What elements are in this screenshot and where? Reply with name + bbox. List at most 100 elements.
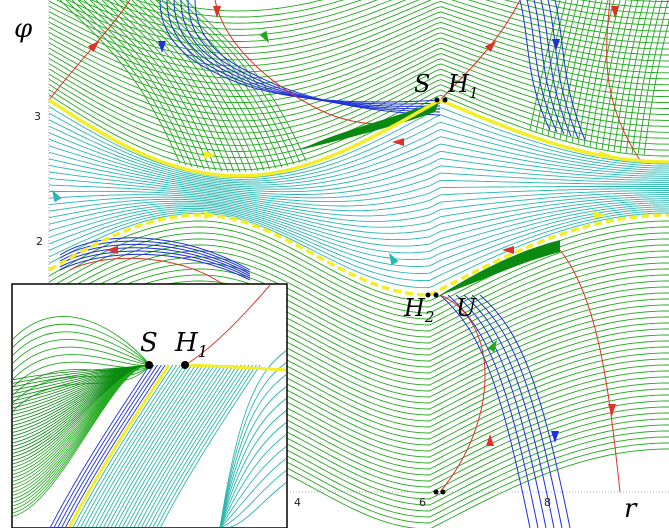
teal-streamline (48, 204, 669, 261)
green-streamline (559, 0, 591, 140)
arrow-head-icon (594, 211, 606, 219)
green-streamline (48, 6, 669, 67)
inset-band-streamline (145, 364, 246, 527)
saddle-point-icon (433, 292, 439, 298)
arrow-head-icon (204, 211, 216, 219)
inset-teal-streamline (220, 446, 286, 527)
teal-streamline (48, 171, 669, 203)
red-streamline (214, 0, 441, 125)
teal-streamline (48, 138, 669, 188)
inset-band-streamline (72, 364, 174, 527)
green-streamline (48, 0, 669, 61)
inset-teal-streamline (219, 422, 286, 527)
green-streamline (565, 0, 597, 142)
inset-green-streamline (13, 354, 151, 380)
inset-separatrix (184, 363, 286, 372)
blue-streamline (554, 0, 586, 141)
green-streamline (101, 0, 223, 172)
green-streamline (619, 0, 651, 153)
green-streamline (78, 0, 669, 42)
green-streamline (107, 0, 229, 172)
inset-label-H1-sub: 1 (197, 342, 208, 362)
green-streamline (134, 0, 669, 18)
arrow-head-icon (204, 151, 216, 159)
blue-streamline (455, 294, 547, 528)
arrow-head-icon (551, 431, 559, 443)
inset-band-streamline (57, 364, 158, 527)
x-axis-label: r (624, 494, 637, 524)
blue-streamline (479, 294, 571, 528)
label-H1-sub: 1 (468, 83, 479, 102)
green-streamline (89, 0, 211, 171)
teal-streamline (48, 208, 669, 274)
blue-streamline (173, 0, 441, 107)
teal-streamline (48, 145, 669, 190)
inset-teal-streamline (219, 374, 286, 527)
arrow-head-icon (158, 41, 166, 53)
arrow-head-icon (611, 6, 619, 18)
inset-band-streamline (65, 364, 166, 527)
green-streamline (71, 0, 193, 167)
green-streamline (631, 0, 663, 155)
inset-band-streamline (84, 364, 185, 527)
teal-streamline (48, 200, 669, 247)
inset-band-streamline (137, 364, 238, 527)
green-streamline (90, 0, 669, 36)
inset-band-streamline (114, 364, 215, 527)
lower-separatrix (48, 213, 669, 297)
green-streamline (535, 0, 567, 133)
blue-streamline (447, 294, 539, 528)
arrow-head-icon (599, 151, 611, 159)
teal-streamline (48, 212, 669, 289)
arrow-head-icon (389, 252, 399, 266)
green-streamline (48, 250, 669, 332)
arrow-head-icon (52, 189, 62, 203)
green-streamline (103, 0, 669, 30)
inset-red-streamline (184, 285, 271, 366)
inset-band-streamline (160, 364, 261, 527)
inset-band-streamline (103, 364, 204, 527)
green-streamline (589, 0, 621, 148)
green-streamline (161, 0, 283, 168)
red-streamline (439, 294, 486, 493)
inset-band-streamline (76, 364, 177, 527)
inset-band-streamline (50, 364, 151, 527)
inset-green-streamline (13, 364, 151, 412)
inset-band-streamline (91, 364, 193, 527)
inset-teal-streamline (228, 482, 286, 527)
arrow-head-icon (608, 404, 616, 416)
green-streamline (529, 0, 561, 130)
saddle-point-icon (440, 489, 446, 495)
x-tick-4: 4 (294, 496, 301, 509)
inset-green-streamline (13, 323, 151, 366)
green-streamline (613, 0, 645, 152)
label-U: U (456, 294, 477, 322)
teal-streamline (48, 119, 669, 182)
blue-streamlines (59, 0, 586, 528)
green-streamline (625, 0, 657, 154)
inset-teal-streamline (220, 458, 286, 527)
green-streamline (48, 52, 669, 122)
arrow-head-icon (87, 40, 100, 53)
inset-teal-streamline (219, 434, 286, 527)
inset-band-streamline (148, 364, 250, 527)
green-streamline (48, 84, 669, 159)
green-streamline (173, 0, 295, 165)
green-streamline (48, 68, 669, 140)
axis-lines (48, 0, 669, 528)
inset-green-streamline (13, 364, 151, 396)
green-streamline (77, 0, 199, 169)
teal-streamline (48, 125, 669, 184)
green-streamline (48, 262, 669, 344)
blue-streamline (194, 0, 441, 116)
teal-streamline (49, 190, 669, 217)
saddle-point-icon (442, 97, 448, 103)
red-streamlines (48, 0, 641, 493)
teal-streamline (48, 194, 669, 228)
arrow-head-icon (392, 138, 404, 146)
red-streamline (439, 0, 521, 101)
saddle-point-icon (434, 97, 440, 103)
green-streamline (131, 0, 253, 172)
equilibrium-points (425, 97, 448, 495)
